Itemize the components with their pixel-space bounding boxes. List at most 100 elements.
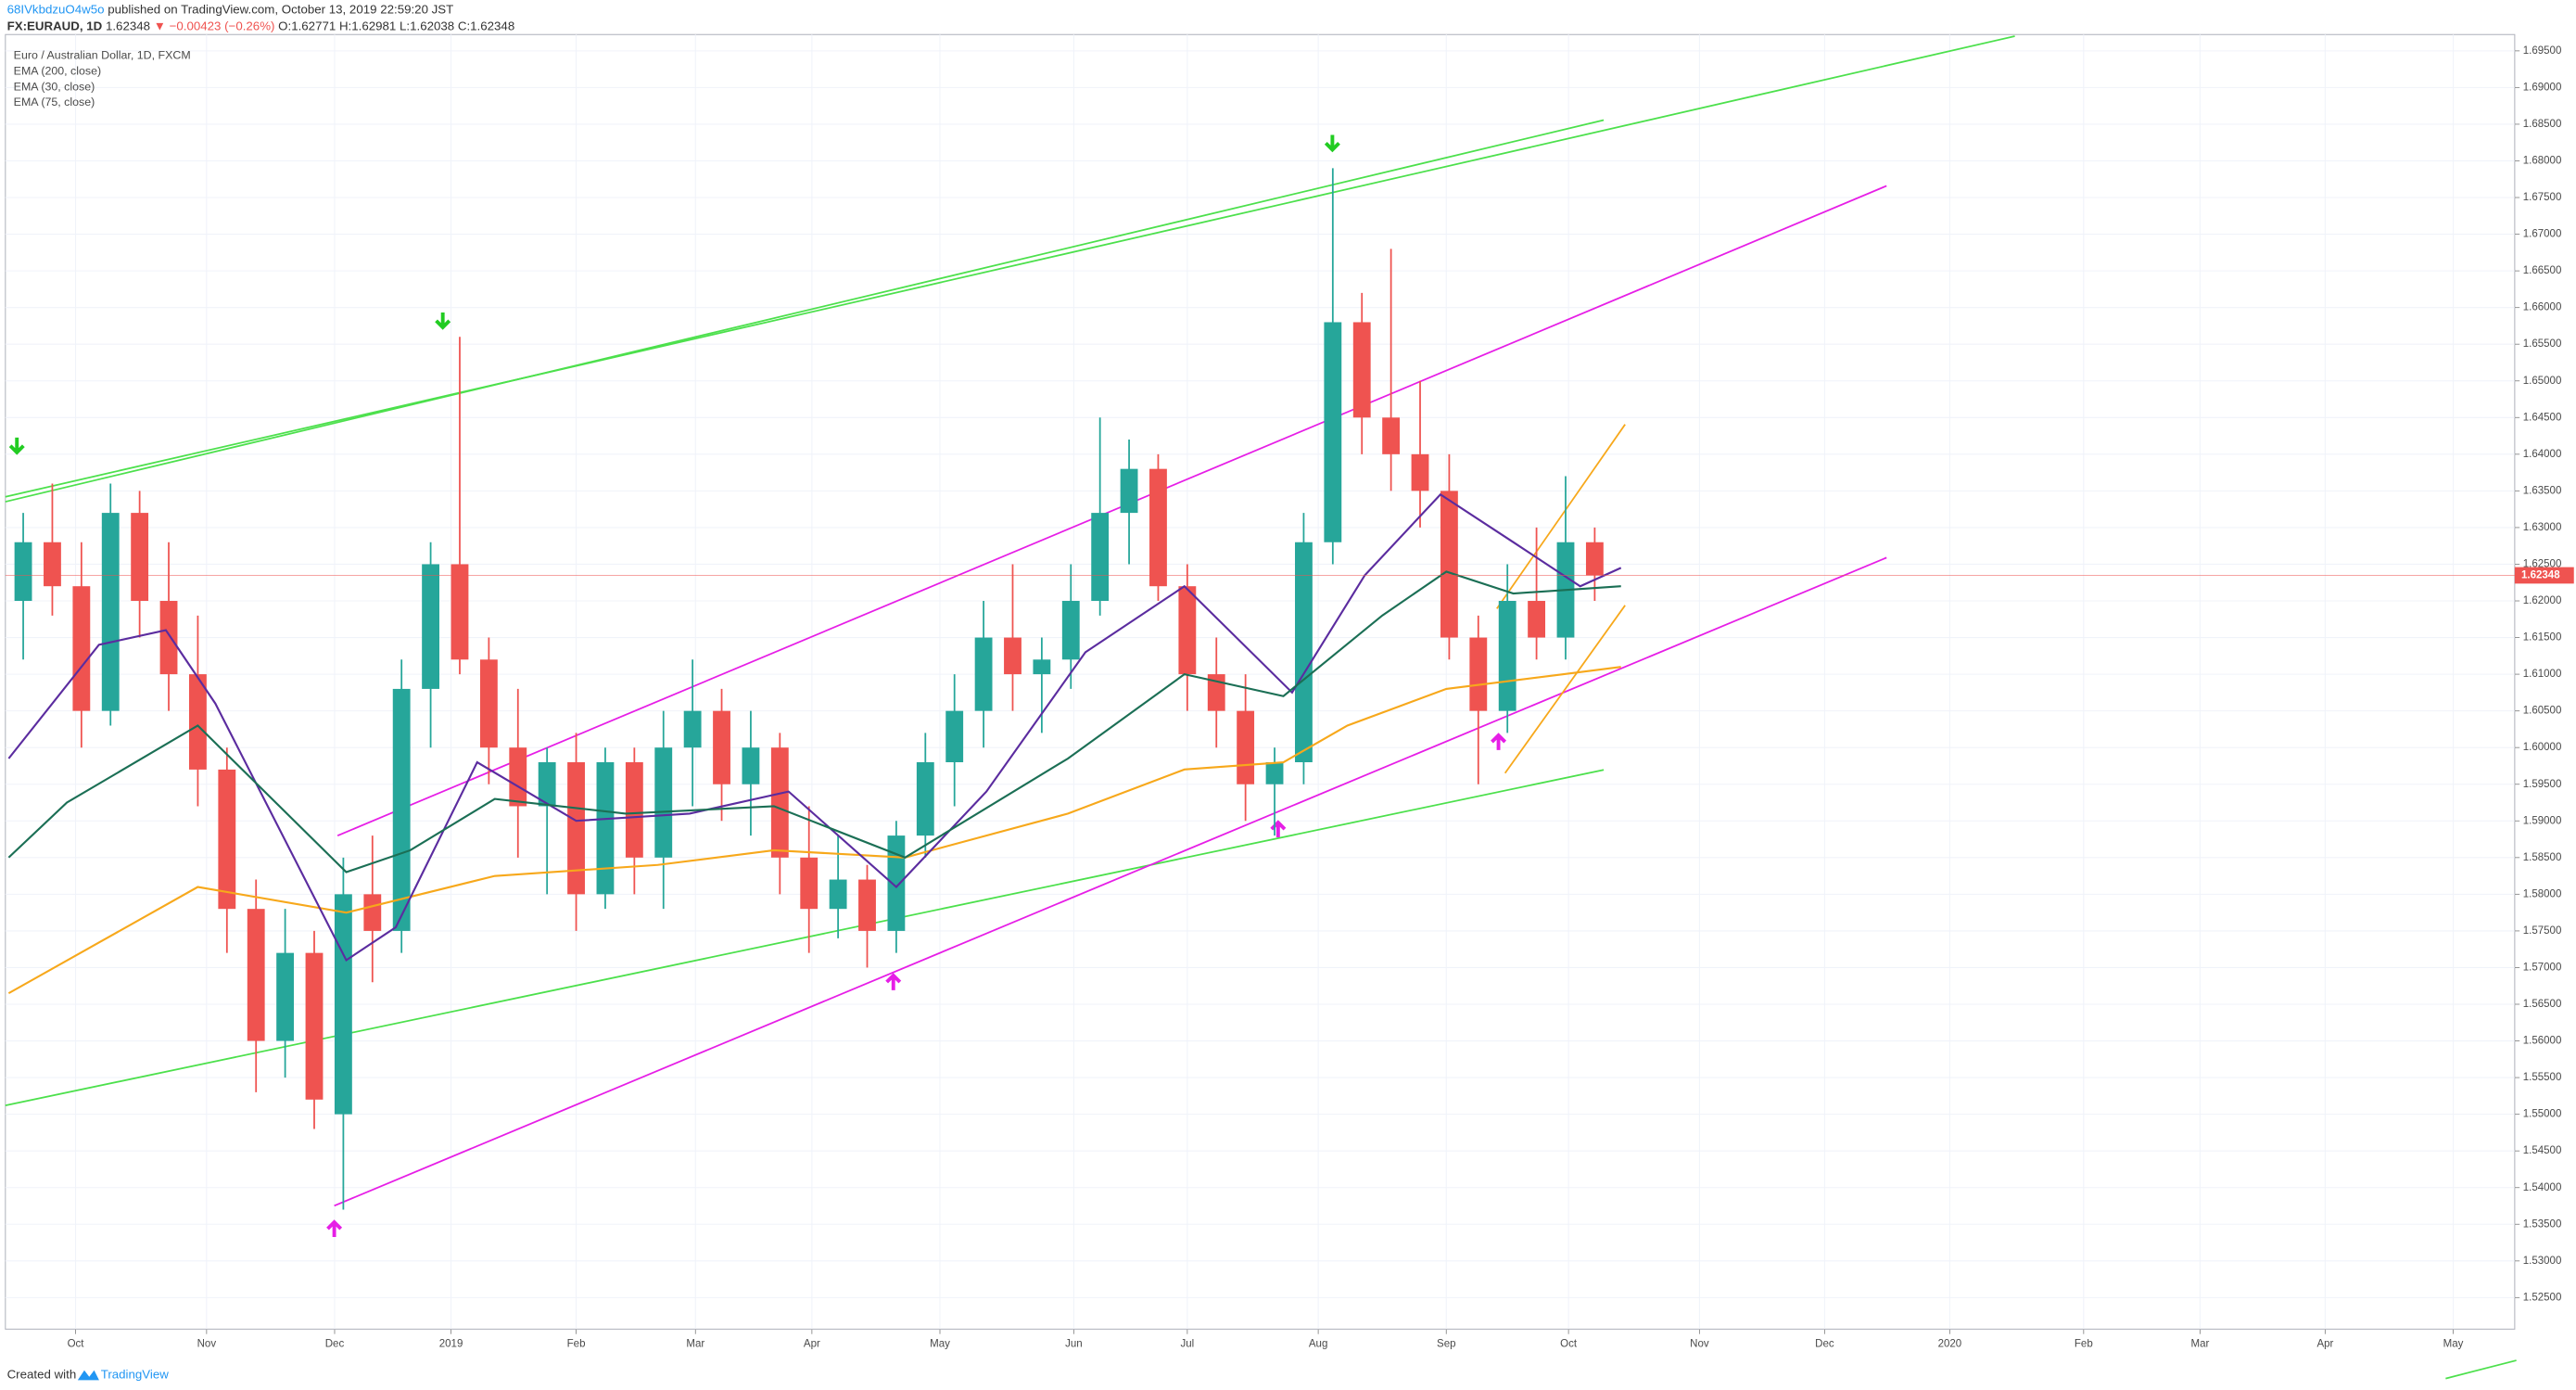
y-tick-label: 1.59000 [2523,815,2562,826]
drawings [5,35,2517,1380]
legend-entry: EMA (200, close) [14,64,101,77]
candle-body [1352,322,1371,418]
y-tick-label: 1.53000 [2523,1256,2562,1267]
x-tick-label: 2020 [1938,1338,1962,1349]
candle-body [916,762,934,836]
x-tick-label: Dec [1815,1338,1834,1349]
candle-body [858,879,876,931]
candle-body [479,659,498,748]
candle-body [101,513,120,711]
trend-line [5,119,1605,503]
candle-body [1207,674,1225,711]
y-tick-label: 1.68000 [2523,156,2562,167]
up-arrow [1491,733,1507,750]
y-tick-label: 1.65000 [2523,376,2562,387]
candle-body [1265,762,1284,784]
ohlc: O:1.62771 H:1.62981 L:1.62038 C:1.62348 [278,19,514,32]
candle-body [1295,542,1313,763]
wedge-line [1504,605,1626,774]
candle-body [683,710,702,748]
x-tick-label: Nov [197,1338,217,1349]
x-tick-label: May [930,1338,950,1349]
candle-body [276,952,295,1041]
header: 68IVkbdzuO4w5o published on TradingView.… [7,2,515,61]
candle-body [538,762,556,807]
channel-line [336,185,1887,836]
y-tick-label: 1.56500 [2523,999,2562,1010]
symbol-line: FX:EURAUD, 1D 1.62348 ▼ −0.00423 (−0.26%… [7,19,515,32]
candle-body [72,586,91,711]
down-arrow [8,437,25,455]
candle-body [1498,601,1516,711]
x-tick-label: Aug [1309,1338,1328,1349]
candle-body [247,909,265,1041]
candle-body [596,762,615,895]
y-tick-label: 1.66500 [2523,265,2562,276]
x-tick-label: 2019 [439,1338,463,1349]
candle-body [450,564,469,660]
trend-line [5,35,2015,498]
candle-body [363,894,382,931]
legend-title: Euro / Australian Dollar, 1D, FXCM [14,49,191,62]
y-tick-label: 1.62500 [2523,559,2562,570]
y-tick-label: 1.63500 [2523,485,2562,496]
up-arrow [885,973,902,990]
candle-body [829,879,847,910]
x-tick-label: Nov [1690,1338,1709,1349]
y-tick-label: 1.61000 [2523,669,2562,680]
ema-line [7,666,1621,995]
up-arrow [1270,820,1287,837]
x-tick-label: Feb [567,1338,586,1349]
y-tick-label: 1.56000 [2523,1036,2562,1047]
footer-brand: TradingView [101,1368,170,1382]
candle-body [1237,710,1255,784]
candle-body [1585,542,1604,576]
candle-body [422,564,440,689]
price: 1.62348 [106,19,150,32]
y-tick-label: 1.55500 [2523,1072,2562,1083]
y-tick-label: 1.62000 [2523,595,2562,606]
trend-line [2445,1359,2517,1380]
footer: Created with TradingView [7,1368,170,1382]
candle-body [974,637,993,711]
candle-body [1004,637,1022,675]
y-tick-label: 1.67000 [2523,229,2562,240]
plot-frame [5,33,2516,1330]
candle-body [1440,491,1458,638]
candle-body [1411,453,1429,491]
candle-body [1149,468,1167,587]
candle-body [1324,322,1342,542]
x-tick-label: Feb [2075,1338,2093,1349]
trend-line [5,769,1605,1106]
y-tick-label: 1.69500 [2523,45,2562,57]
candle-body [189,674,207,770]
symbol: FX:EURAUD, 1D [7,19,103,32]
down-arrow [435,312,451,330]
logo [77,1370,99,1381]
y-tick-label: 1.58000 [2523,888,2562,899]
y-tick-label: 1.57500 [2523,925,2562,937]
candle-body [1382,417,1401,454]
candle-body [305,952,324,1100]
y-tick-label: 1.52500 [2523,1292,2562,1303]
y-tick-label: 1.68500 [2523,119,2562,130]
candle-body [625,762,643,858]
legend-entry: EMA (75, close) [14,96,95,108]
published: published on TradingView.com, October 13… [108,2,453,16]
ema-line [7,492,1622,963]
y-tick-label: 1.64000 [2523,449,2562,460]
y-tick-label: 1.53500 [2523,1218,2562,1230]
candle-body [159,601,178,675]
last-price-label: 1.62348 [2521,570,2560,581]
candle-body [887,835,906,931]
y-tick-label: 1.67500 [2523,192,2562,203]
y-tick-label: 1.60500 [2523,706,2562,717]
candle-body [131,513,149,602]
legend-entry: EMA (30, close) [14,80,95,93]
y-tick-label: 1.61500 [2523,632,2562,644]
candle-body [334,894,352,1115]
x-tick-label: Apr [804,1338,820,1349]
change: ▼ −0.00423 (−0.26%) [154,19,275,32]
